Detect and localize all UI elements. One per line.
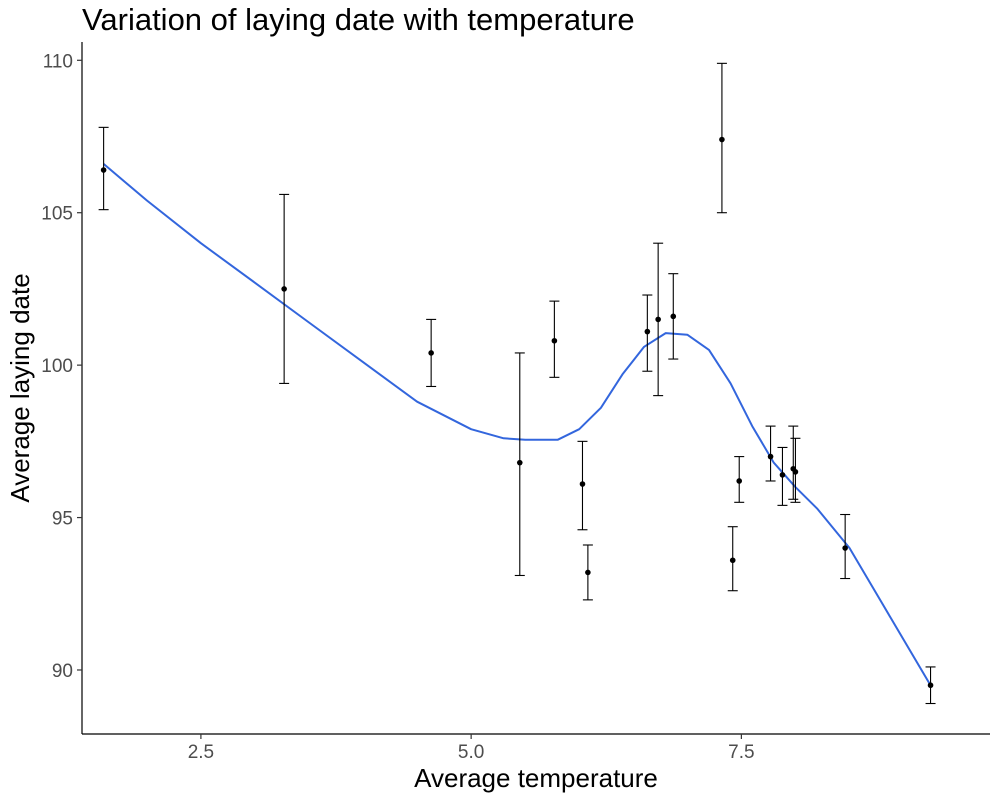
data-point xyxy=(767,453,774,460)
data-point xyxy=(516,459,523,466)
smooth-trend-line xyxy=(102,163,932,686)
data-point xyxy=(100,167,107,173)
x-tick-label: 5.0 xyxy=(458,742,484,763)
y-tick-label: 90 xyxy=(52,661,73,682)
data-point xyxy=(655,316,661,323)
data-point xyxy=(927,682,934,689)
x-axis-title: Average temperature xyxy=(414,763,658,793)
data-point xyxy=(736,478,743,484)
x-tick-label: 7.5 xyxy=(728,742,754,763)
x-ticks: 2.5 5.0 7.5 xyxy=(188,734,755,763)
point-layer xyxy=(100,136,934,689)
data-point xyxy=(579,481,586,487)
y-tick-label: 100 xyxy=(41,356,73,377)
data-point xyxy=(792,469,799,475)
y-tick-label: 110 xyxy=(43,51,73,72)
errorbar-layer xyxy=(98,62,936,705)
error-bar xyxy=(765,425,776,482)
x-tick-label: 2.5 xyxy=(188,742,214,763)
data-point xyxy=(551,337,558,344)
y-axis-title: Average laying date xyxy=(5,273,35,502)
data-point xyxy=(585,569,591,576)
y-tick-label: 105 xyxy=(41,204,73,225)
data-point xyxy=(670,313,677,320)
data-point xyxy=(842,545,848,551)
data-point xyxy=(729,557,736,564)
data-point xyxy=(428,350,434,356)
chart-title: Variation of laying date with temperatur… xyxy=(82,2,635,37)
data-point xyxy=(719,136,725,143)
y-ticks: 90 95 100 105 110 xyxy=(41,51,82,682)
data-point xyxy=(281,286,287,292)
data-point xyxy=(779,472,786,478)
y-tick-label: 95 xyxy=(52,509,73,530)
axes-layer: 2.5 5.0 7.5 90 95 100 105 110 xyxy=(41,42,990,763)
smooth-line-layer xyxy=(102,163,932,686)
data-point xyxy=(644,328,651,335)
